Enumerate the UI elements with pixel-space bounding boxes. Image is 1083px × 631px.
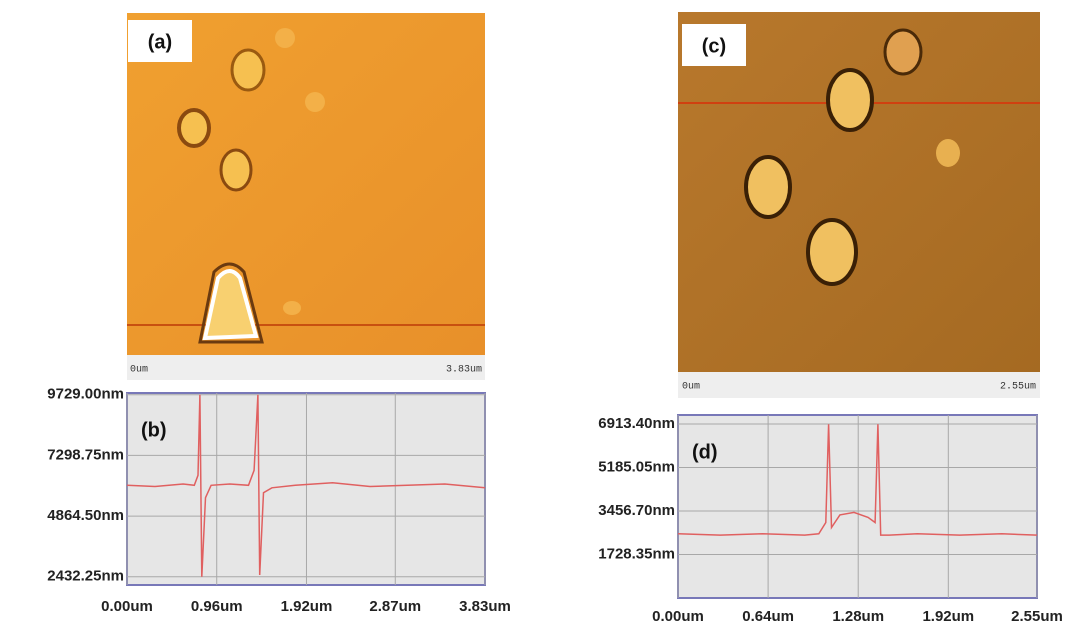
scale-end: 3.83um [446, 365, 482, 376]
plot-area [678, 415, 1037, 598]
y-tick-label: 4864.50nm [47, 507, 124, 524]
x-tick-label: 1.92um [281, 598, 333, 615]
x-tick-label: 0.00um [652, 608, 704, 625]
y-tick-label: 6913.40nm [598, 415, 675, 432]
figure: (a) 0um 3.83um (c) 0um 2.55um 2432.25nm 4… [0, 0, 1083, 631]
y-tick-label: 7298.75nm [47, 446, 124, 463]
x-tick-label: 3.83um [459, 598, 511, 615]
panel-label: (a) [148, 31, 172, 53]
panel-label: (c) [702, 35, 726, 57]
afm-image-c: (c) 0um 2.55um [678, 12, 1040, 398]
x-tick-label: 0.00um [101, 598, 153, 615]
x-tick-label: 1.28um [832, 608, 884, 625]
y-tick-label: 1728.35nm [598, 545, 675, 562]
y-tick-label: 3456.70nm [598, 502, 675, 519]
panel-label: (b) [141, 419, 167, 441]
scale-end: 2.55um [1000, 382, 1036, 393]
x-tick-label: 2.87um [369, 598, 421, 615]
x-tick-label: 1.92um [922, 608, 974, 625]
panel-label: (d) [692, 441, 718, 463]
x-tick-label: 0.64um [742, 608, 794, 625]
y-tick-label: 9729.00nm [47, 386, 124, 403]
x-tick-label: 0.96um [191, 598, 243, 615]
x-tick-label: 2.55um [1011, 608, 1063, 625]
scale-start: 0um [130, 365, 148, 376]
scale-start: 0um [682, 382, 700, 393]
afm-image-a: (a) 0um 3.83um [127, 13, 485, 380]
y-tick-label: 2432.25nm [47, 568, 124, 585]
y-tick-label: 5185.05nm [598, 458, 675, 475]
